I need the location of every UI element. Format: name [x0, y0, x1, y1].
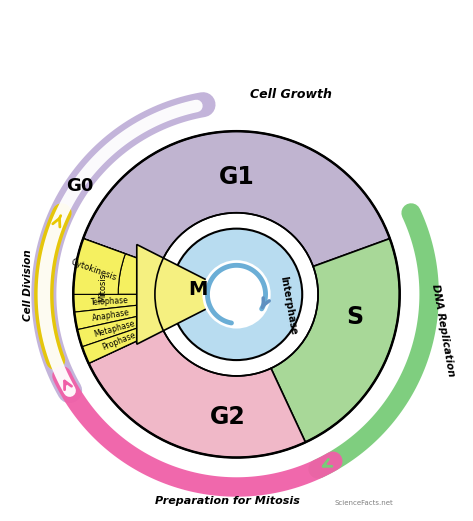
Text: Interphase: Interphase	[279, 276, 299, 336]
Text: Telophase: Telophase	[90, 296, 129, 307]
Circle shape	[202, 260, 271, 329]
Wedge shape	[73, 239, 125, 294]
Wedge shape	[77, 312, 159, 347]
Text: Prophase: Prophase	[101, 331, 137, 352]
Text: G2: G2	[210, 405, 245, 429]
Wedge shape	[73, 239, 163, 363]
Wedge shape	[88, 329, 306, 457]
Text: G1: G1	[219, 165, 254, 189]
Text: Mitosis: Mitosis	[98, 273, 107, 302]
Text: DNA Replication: DNA Replication	[429, 283, 456, 378]
Wedge shape	[271, 239, 400, 442]
Wedge shape	[73, 239, 125, 294]
Wedge shape	[82, 320, 163, 363]
Text: Metaphase: Metaphase	[93, 318, 136, 339]
Text: ScienceFacts.net: ScienceFacts.net	[334, 500, 393, 506]
Text: S: S	[346, 305, 363, 329]
Polygon shape	[137, 244, 235, 344]
Text: Cell Cycle: Cell Cycle	[159, 20, 314, 47]
Text: Cell Growth: Cell Growth	[250, 89, 332, 102]
Text: Preparation for Mitosis: Preparation for Mitosis	[155, 495, 300, 505]
Circle shape	[171, 229, 302, 360]
Text: Anaphase: Anaphase	[92, 307, 131, 322]
Text: Cell Division: Cell Division	[23, 250, 33, 321]
Wedge shape	[74, 303, 157, 330]
Text: Cytokinesis: Cytokinesis	[69, 257, 118, 282]
Text: G0: G0	[66, 177, 94, 194]
Wedge shape	[73, 294, 156, 312]
Text: M: M	[188, 280, 208, 300]
Wedge shape	[83, 131, 390, 266]
Wedge shape	[73, 239, 160, 294]
